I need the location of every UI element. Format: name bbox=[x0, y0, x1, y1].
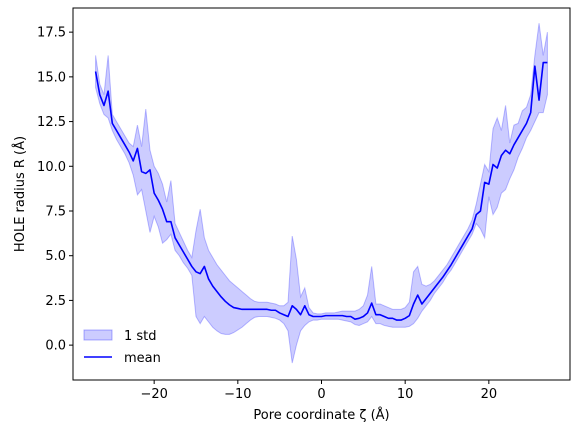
y-tick-label: 12.5 bbox=[37, 115, 66, 130]
legend-label-std: 1 std bbox=[124, 329, 157, 344]
y-tick-label: 5.0 bbox=[45, 249, 66, 264]
y-axis-label: HOLE radius R (Å) bbox=[12, 136, 28, 252]
x-tick-label: −20 bbox=[140, 387, 167, 402]
y-tick-label: 15.0 bbox=[37, 70, 66, 85]
y-tick-label: 0.0 bbox=[45, 339, 66, 354]
mean-line bbox=[94, 61, 548, 321]
y-tick-label: 2.5 bbox=[45, 294, 66, 309]
x-axis-label: Pore coordinate ζ (Å) bbox=[253, 407, 389, 423]
y-tick-label: 10.0 bbox=[37, 160, 66, 175]
y-tick-label: 7.5 bbox=[45, 204, 66, 219]
x-tick-label: 20 bbox=[481, 387, 498, 402]
y-tick-label: 17.5 bbox=[37, 26, 66, 41]
axis-ticks: −20 −10 0 10 20 0.0 2.5 5.0 7.5 10.0 12.5 15.0 17.5 bbox=[37, 26, 497, 402]
plot-area bbox=[94, 23, 548, 364]
x-tick-label: 0 bbox=[317, 387, 325, 402]
std-band bbox=[95, 23, 548, 364]
legend-label-mean: mean bbox=[124, 351, 161, 366]
legend-swatch-std bbox=[83, 329, 113, 341]
x-tick-label: 10 bbox=[397, 387, 414, 402]
legend: 1 std mean bbox=[83, 329, 161, 366]
x-tick-label: −10 bbox=[224, 387, 251, 402]
